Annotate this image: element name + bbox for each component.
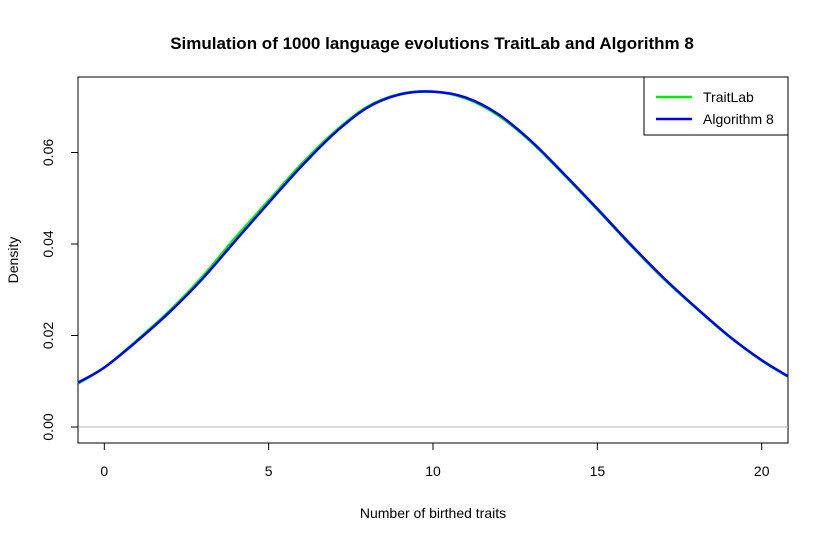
y-tick-label: 0.02 <box>40 322 56 349</box>
x-axis-label: Number of birthed traits <box>360 505 506 521</box>
legend-label-algorithm-8: Algorithm 8 <box>703 111 774 127</box>
x-tick-label: 10 <box>425 463 441 479</box>
x-tick-label: 15 <box>590 463 606 479</box>
y-tick-label: 0.04 <box>40 230 56 257</box>
series-group <box>77 90 789 385</box>
series-line-algorithm-8 <box>77 90 789 384</box>
y-axis: 0.00 0.02 0.04 0.06 <box>40 139 79 441</box>
y-tick-label: 0.06 <box>40 139 56 166</box>
legend: TraitLab Algorithm 8 <box>643 76 789 136</box>
chart-title: Simulation of 1000 language evolutions T… <box>170 34 694 53</box>
legend-box <box>643 76 789 136</box>
x-tick-label: 20 <box>754 463 770 479</box>
x-axis: 0 5 10 15 20 <box>100 442 770 479</box>
legend-label-traitlab: TraitLab <box>703 89 754 105</box>
x-tick-label: 0 <box>100 463 108 479</box>
y-axis-label: Density <box>5 237 21 284</box>
x-tick-label: 5 <box>265 463 273 479</box>
y-tick-label: 0.00 <box>40 413 56 440</box>
